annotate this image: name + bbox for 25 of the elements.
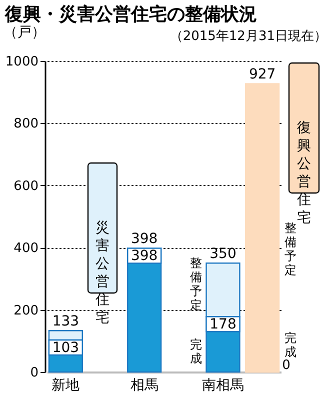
y-tick-label: 1000 [5, 54, 38, 70]
data-label: 103 [52, 340, 80, 356]
text: 完成 [284, 331, 296, 359]
y-tick-label: 600 [14, 178, 38, 194]
x-tick-label: 相馬 [130, 378, 158, 394]
data-label: 0 [282, 358, 290, 373]
text: 整備予定 [284, 220, 296, 277]
chart-subtitle: （2015年12月31日現在） [170, 29, 327, 44]
total-label: 133 [52, 314, 80, 330]
annotation: 災害公営住宅 [94, 220, 110, 326]
x-tick-label: 新地 [52, 378, 80, 394]
y-tick-label: 200 [14, 303, 38, 318]
y-tick-label: 400 [14, 241, 38, 256]
total-label: 398 [130, 231, 158, 248]
chart-title: 復興・災害公営住宅の整備状況 [4, 4, 257, 25]
data-label: 398 [130, 248, 158, 264]
text: 復興公営住宅 [296, 120, 311, 226]
y-tick-label: 800 [14, 116, 38, 132]
series-label: 完成 [190, 337, 202, 366]
x-tick-label: 南相馬 [202, 378, 244, 394]
series-label: 整備予定 [190, 256, 202, 312]
data-label: 178 [210, 316, 236, 333]
total-label: 927 [248, 66, 276, 83]
y-tick-label: 0 [30, 366, 38, 380]
y-axis-title: （戸） [4, 24, 46, 40]
